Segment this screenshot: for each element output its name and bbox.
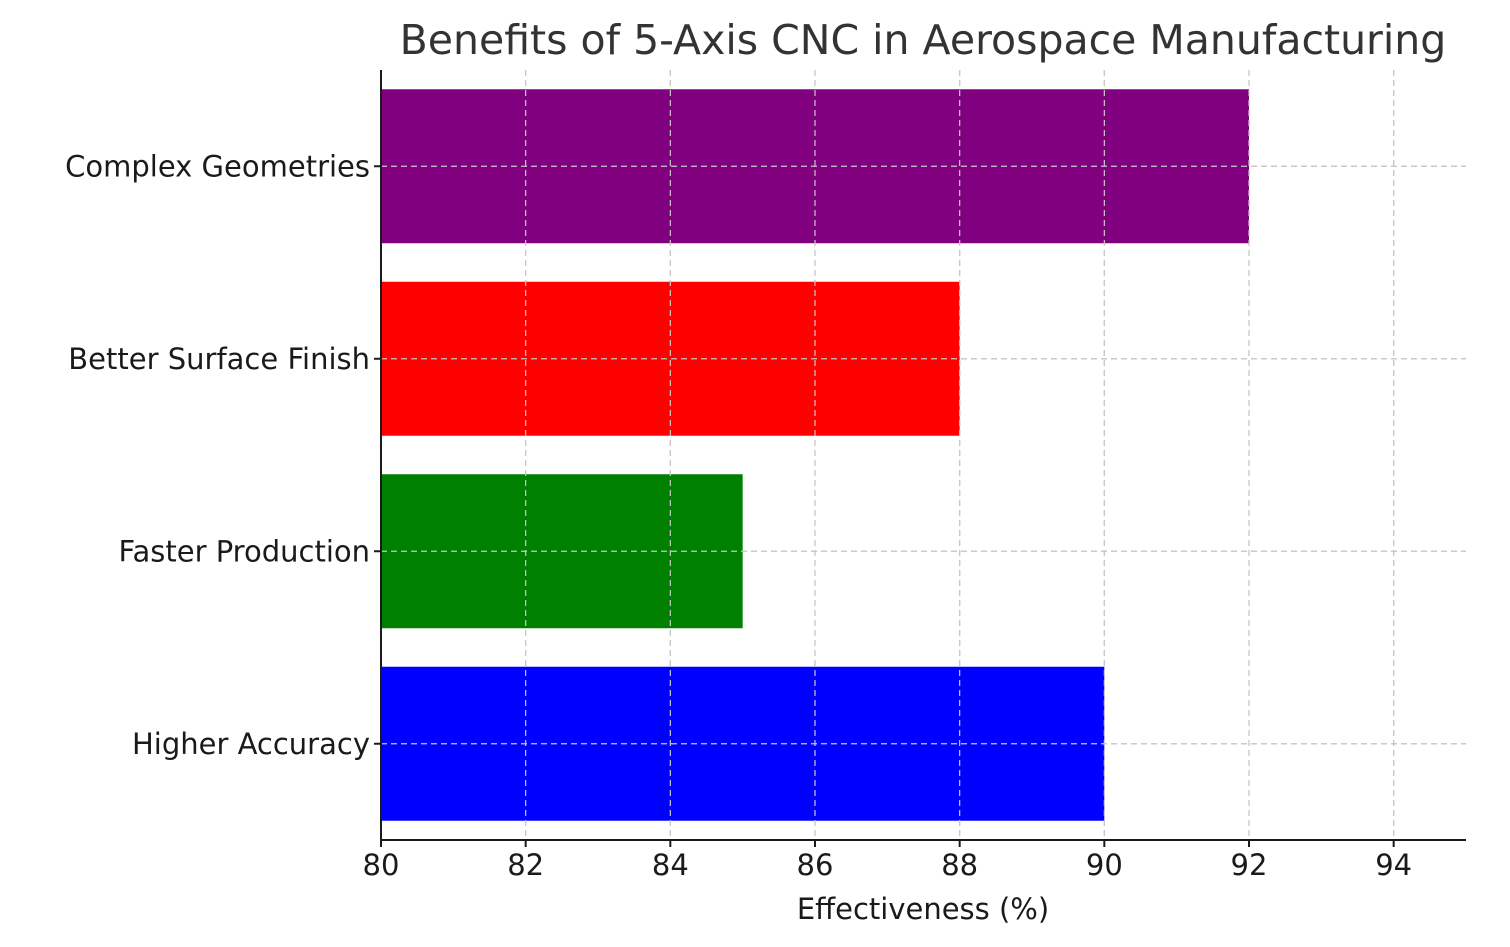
axes <box>374 70 1466 847</box>
y-tick-label: Better Surface Finish <box>68 342 370 376</box>
x-axis-label: Effectiveness (%) <box>797 892 1049 926</box>
x-tick-label: 80 <box>363 848 400 882</box>
x-tick-label: 92 <box>1231 848 1268 882</box>
x-tick-label: 84 <box>652 848 689 882</box>
x-tick-label: 86 <box>797 848 834 882</box>
chart-title: Benefits of 5-Axis CNC in Aerospace Manu… <box>400 16 1447 64</box>
x-tick-label: 90 <box>1086 848 1123 882</box>
x-tick-label: 94 <box>1375 848 1412 882</box>
y-tick-label: Faster Production <box>118 534 370 568</box>
x-tick-label: 88 <box>941 848 978 882</box>
y-tick-label: Complex Geometries <box>65 149 370 183</box>
tick-labels: 80 82 84 86 88 90 92 94 Higher Accuracy Faster Pr… <box>65 149 1412 882</box>
y-tick-label: Higher Accuracy <box>132 727 370 761</box>
x-tick-label: 82 <box>507 848 544 882</box>
